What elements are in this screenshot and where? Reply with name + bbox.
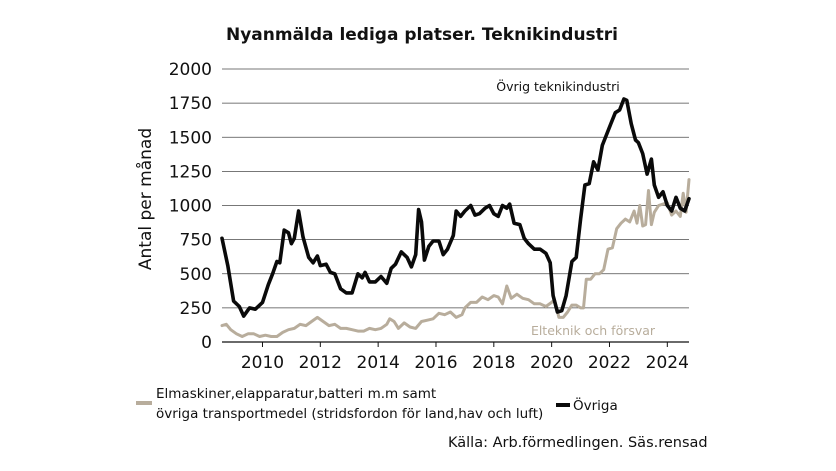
x-tick-label: 2022 — [588, 353, 631, 373]
x-tick-label: 2024 — [646, 353, 689, 373]
y-axis-label: Antal per månad — [135, 128, 156, 270]
y-tick-label: 1250 — [169, 162, 212, 182]
x-tick-label: 2010 — [241, 353, 284, 373]
source-note: Källa: Arb.förmedlingen. Säs.rensad — [448, 435, 708, 451]
y-tick-label: 1500 — [169, 128, 212, 148]
legend-label-ovriga: Övriga — [573, 396, 618, 414]
y-tick-label: 500 — [180, 265, 212, 285]
x-tick-label: 2018 — [472, 353, 515, 373]
series-line-ovriga — [220, 97, 691, 318]
x-tick-label: 2016 — [414, 353, 457, 373]
series-lines — [220, 97, 691, 338]
y-tick-label: 750 — [180, 231, 212, 251]
chart-title: Nyanmälda lediga platser. Teknikindustri — [226, 25, 618, 45]
y-tick-label: 1000 — [169, 197, 212, 217]
x-tick-label: 2020 — [530, 353, 573, 373]
legend: Elmaskiner,elapparatur,batteri m.m samt … — [136, 386, 618, 422]
gridlines — [222, 68, 689, 343]
legend-label-elteknik-line2: övriga transportmedel (stridsfordon för … — [156, 406, 543, 422]
y-tick-label: 1750 — [169, 94, 212, 114]
y-tick-label: 0 — [201, 333, 212, 353]
x-tick-label: 2012 — [299, 353, 342, 373]
y-tick-label: 2000 — [169, 60, 212, 80]
y-tick-label: 250 — [180, 299, 212, 319]
legend-label-elteknik-line1: Elmaskiner,elapparatur,batteri m.m samt — [156, 386, 436, 402]
x-axis-ticks: 2010 2012 2014 2016 2018 2020 2022 2024 — [241, 342, 689, 373]
annotation-elteknik: Elteknik och försvar — [531, 323, 656, 338]
x-tick-label: 2014 — [357, 353, 400, 373]
series-line-elteknik — [220, 178, 691, 338]
y-axis-ticks: 0 250 500 750 1000 1250 1500 1750 2000 — [169, 60, 212, 353]
annotation-ovriga: Övrig teknikindustri — [496, 78, 620, 94]
